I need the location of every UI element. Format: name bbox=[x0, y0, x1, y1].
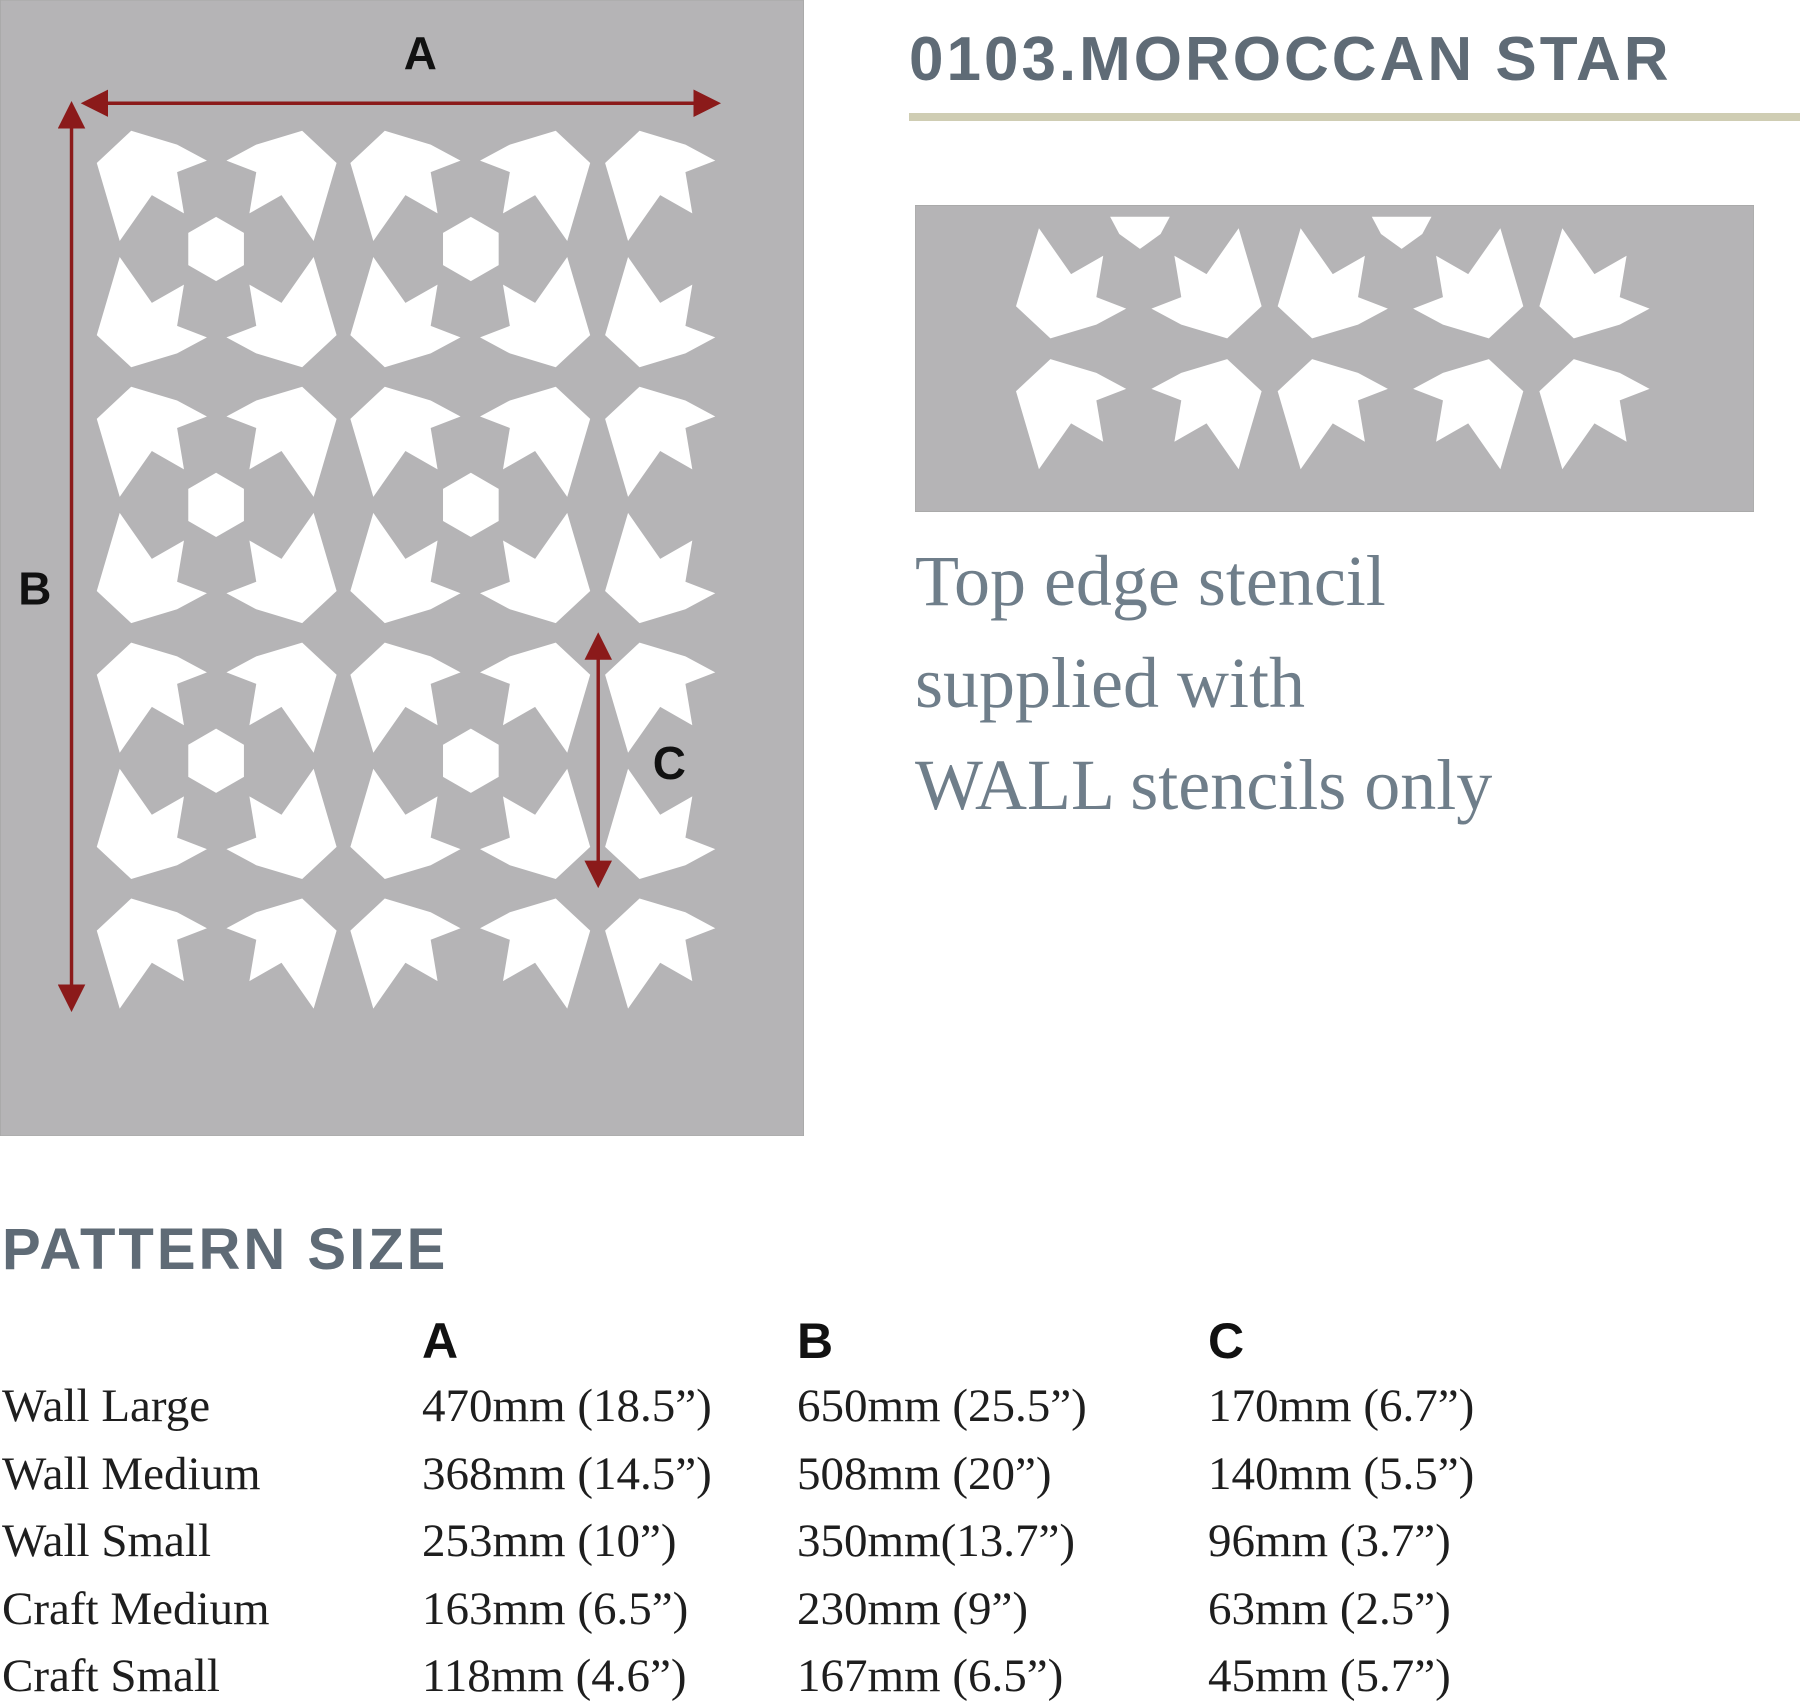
size-cell: 350mm(13.7”) bbox=[797, 1515, 1076, 1567]
stencil-shape bbox=[188, 472, 244, 538]
stencil-diagram: A B C bbox=[0, 0, 804, 1136]
dimension-label: B bbox=[18, 563, 51, 615]
size-cell: 253mm (10”) bbox=[422, 1515, 677, 1567]
note-line: Top edge stencil bbox=[915, 541, 1386, 621]
size-cell: 230mm (9”) bbox=[797, 1582, 1029, 1635]
product-title: 0103.MOROCCAN STAR bbox=[909, 25, 1672, 94]
stencil-shape bbox=[443, 472, 499, 538]
size-cell: 140mm (5.5”) bbox=[1208, 1447, 1475, 1500]
row-label: Wall Large bbox=[2, 1380, 211, 1432]
stencil-shape bbox=[443, 216, 499, 282]
column-header: A bbox=[422, 1313, 459, 1369]
row-label: Craft Small bbox=[2, 1650, 220, 1702]
note-line: WALL stencils only bbox=[915, 745, 1493, 825]
size-cell: 163mm (6.5”) bbox=[422, 1582, 689, 1635]
stencil-shape bbox=[188, 728, 244, 793]
top-edge-stencil bbox=[915, 205, 1754, 512]
row-label: Wall Small bbox=[2, 1515, 211, 1567]
dimension-label: C bbox=[653, 737, 686, 789]
size-cell: 650mm (25.5”) bbox=[797, 1380, 1087, 1432]
dimension-label: A bbox=[404, 27, 437, 79]
stencil-shape bbox=[188, 216, 244, 282]
note-line: supplied with bbox=[915, 643, 1305, 723]
size-cell: 170mm (6.7”) bbox=[1208, 1380, 1475, 1432]
table-title: PATTERN SIZE bbox=[2, 1217, 449, 1282]
title-rule bbox=[909, 113, 1800, 121]
size-cell: 368mm (14.5”) bbox=[422, 1447, 712, 1500]
row-label: Wall Medium bbox=[2, 1447, 261, 1500]
column-header: B bbox=[797, 1313, 834, 1369]
size-cell: 45mm (5.7”) bbox=[1208, 1650, 1451, 1702]
size-cell: 508mm (20”) bbox=[797, 1447, 1052, 1500]
size-cell: 63mm (2.5”) bbox=[1208, 1582, 1451, 1635]
size-cell: 118mm (4.6”) bbox=[422, 1650, 687, 1702]
size-cell: 167mm (6.5”) bbox=[797, 1650, 1064, 1702]
size-cell: 96mm (3.7”) bbox=[1208, 1515, 1451, 1567]
row-label: Craft Medium bbox=[2, 1582, 270, 1635]
size-cell: 470mm (18.5”) bbox=[422, 1380, 712, 1432]
column-header: C bbox=[1208, 1313, 1245, 1369]
stencil-shape bbox=[443, 728, 499, 793]
